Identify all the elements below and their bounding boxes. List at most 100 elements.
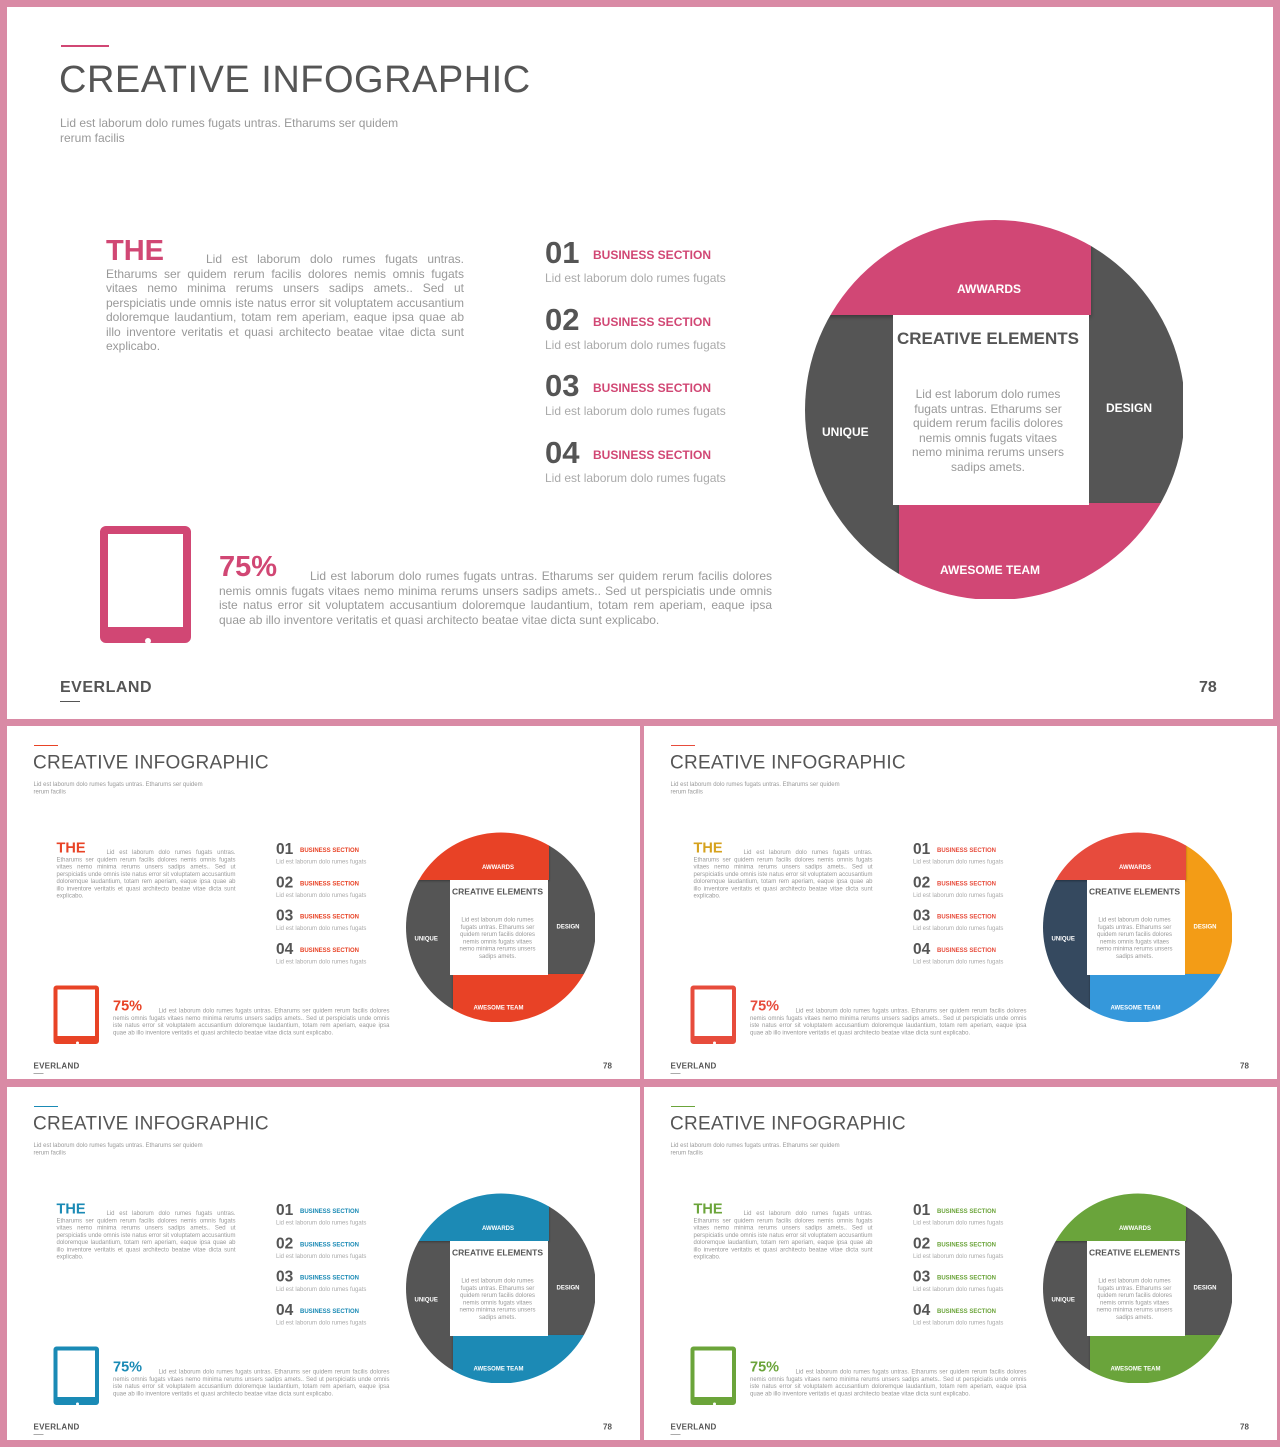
stat-value: 75% <box>750 998 780 1014</box>
page-number: 78 <box>1199 679 1217 696</box>
slide-main: CREATIVE INFOGRAPHIC Lid est laborum dol… <box>7 7 1273 719</box>
slide-content: CREATIVE INFOGRAPHIC Lid est laborum dol… <box>7 726 640 1079</box>
list-description: Lid est laborum dolo rumes fugats <box>276 1219 367 1226</box>
segment-top <box>406 1193 549 1241</box>
tablet-home-button <box>713 1402 716 1406</box>
brand-underline <box>60 701 80 702</box>
list-description: Lid est laborum dolo rumes fugats <box>913 1319 1004 1326</box>
intro-heading: THE <box>693 840 723 856</box>
segment-label-right: DESIGN <box>556 1284 580 1291</box>
list-label: BUSINESS SECTION <box>593 248 712 262</box>
center-panel <box>1087 880 1185 975</box>
segment-label-right: DESIGN <box>1106 401 1153 415</box>
creative-elements-circle <box>805 220 1183 599</box>
stat-value: 75% <box>113 1359 143 1375</box>
tablet-icon <box>53 1346 99 1406</box>
stat-value: 75% <box>219 551 278 583</box>
stat-body: Lid est laborum dolo rumes fugats untras… <box>113 1368 390 1397</box>
list-label: BUSINESS SECTION <box>937 846 997 854</box>
center-panel <box>450 1241 548 1336</box>
list-label: BUSINESS SECTION <box>937 946 997 954</box>
list-number: 01 <box>276 840 294 858</box>
segment-label-top: AWWARDS <box>1119 1224 1151 1232</box>
segment-label-left: UNIQUE <box>822 425 869 439</box>
list-label: BUSINESS SECTION <box>937 880 997 887</box>
segment-label-right: DESIGN <box>1193 1284 1217 1291</box>
list-number: 01 <box>913 1201 931 1219</box>
list-description: Lid est laborum dolo rumes fugats <box>545 338 726 352</box>
segment-label-top: AWWARDS <box>957 282 1021 296</box>
slide-thumbnail: CREATIVE INFOGRAPHIC Lid est laborum dol… <box>644 726 1277 1079</box>
list-description: Lid est laborum dolo rumes fugats <box>276 891 367 899</box>
list-description: Lid est laborum dolo rumes fugats <box>276 858 367 865</box>
list-label: BUSINESS SECTION <box>937 1207 997 1215</box>
list-description: Lid est laborum dolo rumes fugats <box>913 891 1004 899</box>
creative-elements-circle <box>1043 832 1232 1022</box>
brand-name: EVERLAND <box>60 679 153 696</box>
segment-label-top: AWWARDS <box>482 1224 514 1232</box>
list-label: BUSINESS SECTION <box>300 846 360 854</box>
center-title: CREATIVE ELEMENTS <box>897 329 1079 348</box>
intro-heading: THE <box>693 1201 723 1217</box>
list-description: Lid est laborum dolo rumes fugats <box>276 1319 367 1326</box>
segment-left <box>406 880 453 1022</box>
creative-elements-circle <box>1043 1193 1232 1383</box>
list-description: Lid est laborum dolo rumes fugats <box>545 404 726 418</box>
tablet-icon <box>690 985 736 1045</box>
segment-label-right: DESIGN <box>556 923 580 930</box>
segment-label-bottom: AWESOME TEAM <box>1110 1004 1161 1011</box>
slide-thumbnail: CREATIVE INFOGRAPHIC Lid est laborum dol… <box>644 1087 1277 1440</box>
list-number: 04 <box>913 940 931 958</box>
segment-label-left: UNIQUE <box>1051 935 1075 942</box>
slide-title: CREATIVE INFOGRAPHIC <box>59 59 531 101</box>
slide-title: CREATIVE INFOGRAPHIC <box>670 752 906 773</box>
list-label: BUSINESS SECTION <box>937 1274 997 1281</box>
segment-right <box>1185 832 1232 974</box>
center-body: Lid est laborum dolo rumes fugats untras… <box>1096 1277 1173 1321</box>
list-description: Lid est laborum dolo rumes fugats <box>545 271 726 285</box>
segment-label-bottom: AWESOME TEAM <box>940 563 1041 577</box>
list-description: Lid est laborum dolo rumes fugats <box>545 471 726 485</box>
center-body: Lid est laborum dolo rumes fugats untras… <box>1096 916 1173 960</box>
brand-underline <box>33 1073 44 1074</box>
intro-body: Lid est laborum dolo rumes fugats untras… <box>56 848 236 900</box>
segment-label-left: UNIQUE <box>1051 1296 1075 1303</box>
segment-left <box>805 315 899 599</box>
list-description: Lid est laborum dolo rumes fugats <box>913 1219 1004 1226</box>
segment-top <box>805 220 1091 315</box>
slide-content: CREATIVE INFOGRAPHIC Lid est laborum dol… <box>7 1087 640 1440</box>
segment-right <box>1185 1193 1232 1335</box>
slide-content: CREATIVE INFOGRAPHIC Lid est laborum dol… <box>644 1087 1277 1440</box>
segment-bottom <box>1090 1335 1232 1383</box>
stat-value: 75% <box>113 998 143 1014</box>
page-number: 78 <box>1240 1062 1249 1071</box>
center-body: Lid est laborum dolo rumes fugats untras… <box>911 387 1065 474</box>
segment-label-left: UNIQUE <box>414 1296 438 1303</box>
tablet-home-button <box>713 1041 716 1045</box>
list-number: 03 <box>913 1267 931 1286</box>
list-number: 02 <box>913 1234 931 1253</box>
segment-right <box>1089 220 1183 503</box>
list-label: BUSINESS SECTION <box>300 1207 360 1215</box>
title-accent-line <box>671 1106 695 1107</box>
tablet-icon <box>100 526 191 644</box>
list-number: 02 <box>276 1234 294 1253</box>
slide-title: CREATIVE INFOGRAPHIC <box>670 1113 906 1134</box>
list-description: Lid est laborum dolo rumes fugats <box>276 924 367 932</box>
list-description: Lid est laborum dolo rumes fugats <box>276 958 367 965</box>
center-body: Lid est laborum dolo rumes fugats untras… <box>459 916 536 960</box>
slide-content: CREATIVE INFOGRAPHIC Lid est laborum dol… <box>644 726 1277 1079</box>
tablet-icon <box>690 1346 736 1406</box>
list-description: Lid est laborum dolo rumes fugats <box>276 1252 367 1260</box>
list-label: BUSINESS SECTION <box>300 946 360 954</box>
center-title: CREATIVE ELEMENTS <box>1089 1248 1180 1258</box>
segment-right <box>548 832 595 974</box>
list-number: 04 <box>913 1301 931 1319</box>
segment-top <box>1043 832 1186 880</box>
segment-bottom <box>453 974 595 1022</box>
intro-body: Lid est laborum dolo rumes fugats untras… <box>693 1209 873 1261</box>
slide-subtitle: Lid est laborum dolo rumes fugats untras… <box>670 780 840 796</box>
list-number: 01 <box>545 235 580 270</box>
list-description: Lid est laborum dolo rumes fugats <box>913 924 1004 932</box>
tablet-home-button <box>145 638 151 644</box>
